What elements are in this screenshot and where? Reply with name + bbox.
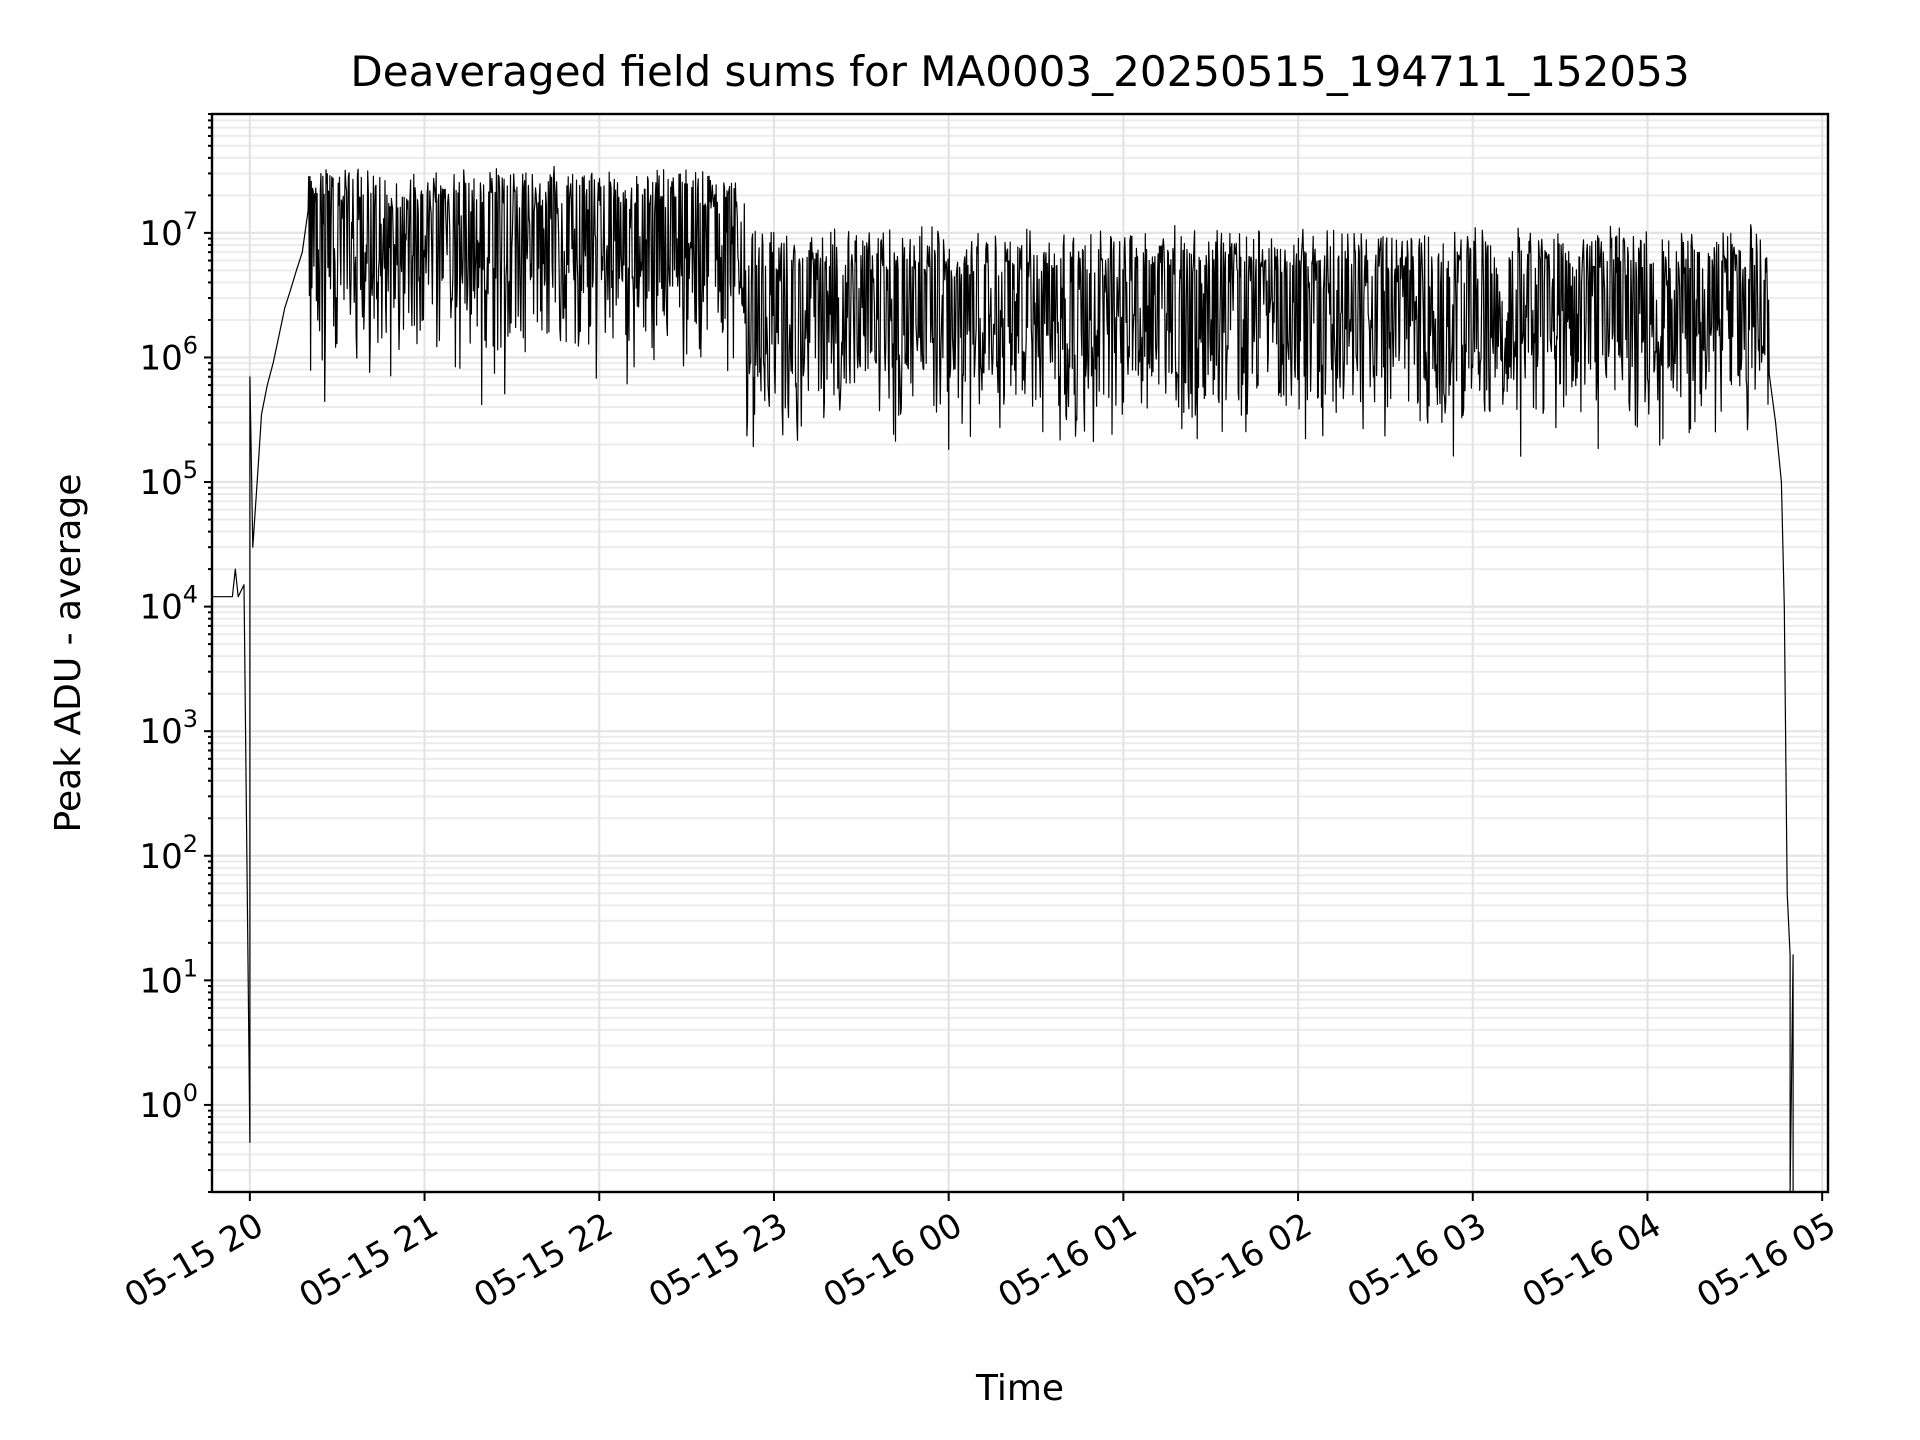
y-tick-label: 106 xyxy=(139,331,198,378)
x-axis-label: Time xyxy=(975,1368,1064,1409)
y-tick-label: 105 xyxy=(139,456,198,503)
plot-frame xyxy=(210,112,1830,1194)
y-tick-label: 104 xyxy=(139,581,198,628)
series-line xyxy=(212,165,1794,1193)
y-tick-label: 102 xyxy=(139,830,198,877)
chart-title: Deaveraged field sums for MA0003_2025051… xyxy=(350,47,1689,96)
y-axis: 100 101 102 103 104 105 106 107 xyxy=(139,113,212,1193)
series xyxy=(212,165,1794,1193)
y-axis-label: Peak ADU - average xyxy=(48,474,89,833)
y-tick-label: 101 xyxy=(139,954,198,1001)
y-tick-label: 107 xyxy=(139,207,198,254)
y-tick-label: 103 xyxy=(139,705,198,752)
y-tick-label: 100 xyxy=(139,1079,198,1126)
